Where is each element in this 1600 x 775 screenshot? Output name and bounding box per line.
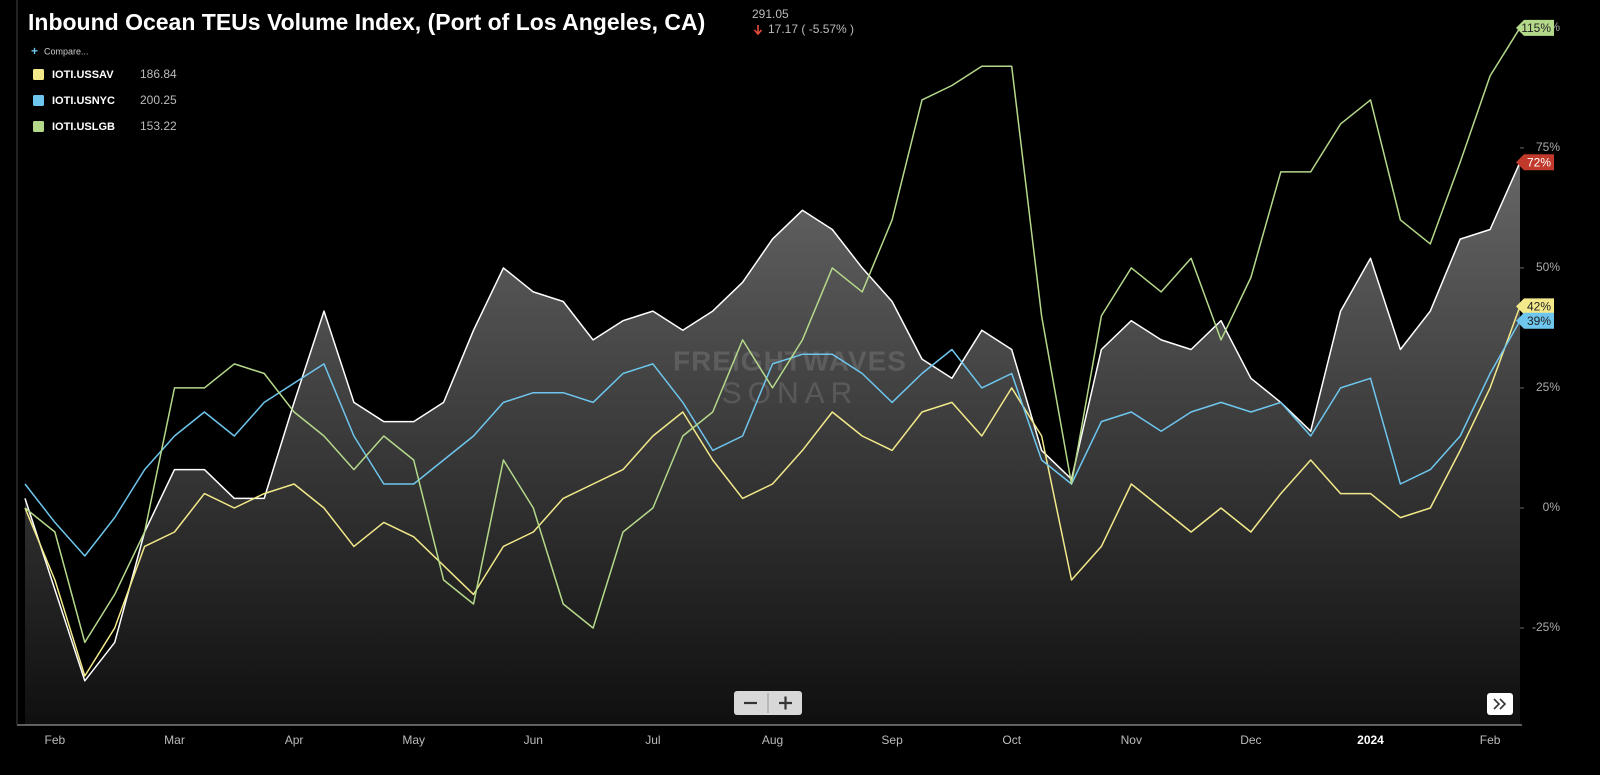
x-tick-label: Sep: [881, 733, 903, 747]
end-label: 115%: [1521, 21, 1551, 35]
legend-swatch: [33, 69, 44, 80]
y-tick-label: 25%: [1536, 380, 1560, 394]
x-tick-label: May: [402, 733, 425, 747]
y-tick-label: -25%: [1532, 620, 1560, 634]
legend-swatch: [33, 121, 44, 132]
end-label: 72%: [1527, 155, 1551, 169]
legend-value: 153.22: [140, 119, 177, 133]
end-label-tag: [1516, 298, 1554, 315]
scroll-end-icon[interactable]: [1493, 698, 1507, 710]
zoom-controls: [734, 691, 802, 715]
x-tick-label: Feb: [45, 733, 66, 747]
series-line: [24, 320, 1521, 557]
x-tick-label: Jul: [645, 733, 660, 747]
area: [25, 162, 1520, 726]
end-label-tag: [1516, 312, 1554, 329]
legend-swatch: [33, 95, 44, 106]
x-tick-label: Jun: [524, 733, 543, 747]
legend-name: IOTI.USLGB: [52, 121, 115, 133]
price: 291.05: [752, 7, 789, 21]
end-label: 42%: [1527, 299, 1551, 313]
y-tick-label: 75%: [1536, 140, 1560, 154]
legend-value: 200.25: [140, 93, 177, 107]
end-label-tag: [1516, 19, 1554, 36]
change: 17.17 ( -5.57% ): [768, 22, 854, 36]
series-line: [24, 27, 1521, 644]
scroll-end[interactable]: [1487, 693, 1513, 715]
down-arrow: [753, 25, 763, 36]
x-tick-label: 2024: [1357, 733, 1384, 747]
y-tick-label: 0%: [1543, 500, 1561, 514]
x-tick-label: Aug: [762, 733, 783, 747]
compare-button[interactable]: Compare...: [44, 46, 89, 56]
legend-value: 186.84: [140, 67, 177, 81]
x-tick-label: Feb: [1480, 733, 1501, 747]
legend-name: IOTI.USSAV: [52, 69, 114, 81]
x-tick-label: Dec: [1240, 733, 1261, 747]
watermark: SONAR: [722, 377, 859, 410]
y-tick-label: 50%: [1536, 260, 1560, 274]
end-label-tag: [1516, 154, 1554, 171]
x-tick-label: Oct: [1002, 733, 1021, 747]
x-tick-label: Mar: [164, 733, 185, 747]
chart-title: Inbound Ocean TEUs Volume Index, (Port o…: [28, 9, 705, 35]
end-label: 39%: [1527, 314, 1551, 328]
compare-plus[interactable]: +: [31, 44, 38, 58]
legend-name: IOTI.USNYC: [52, 95, 115, 107]
x-tick-label: Apr: [285, 733, 304, 747]
x-tick-label: Nov: [1121, 733, 1142, 747]
zoom-in[interactable]: [779, 696, 792, 710]
series-line: [24, 161, 1521, 682]
series-line: [24, 306, 1521, 677]
